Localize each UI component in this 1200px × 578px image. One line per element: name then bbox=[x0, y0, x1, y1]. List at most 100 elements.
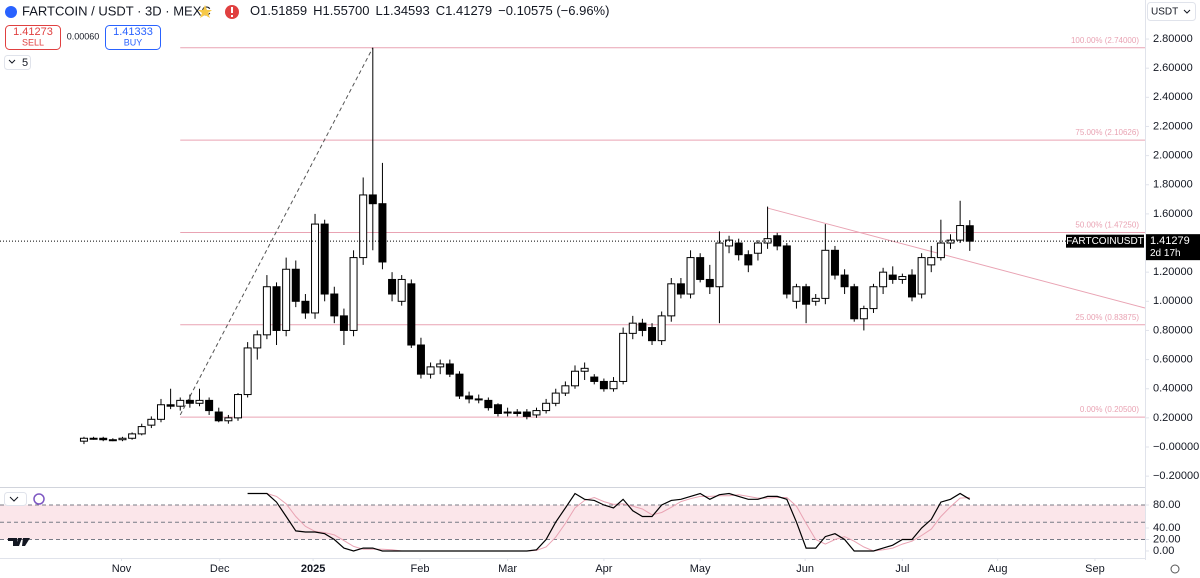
settings-icon[interactable] bbox=[33, 493, 45, 505]
candle-body bbox=[840, 274, 849, 288]
candle-body bbox=[388, 278, 397, 295]
candle-body bbox=[715, 242, 724, 288]
candle-body bbox=[580, 367, 589, 372]
y-tick-label: 2.80000 bbox=[1153, 33, 1193, 45]
ohlc-key: C bbox=[436, 3, 445, 18]
candle-body bbox=[753, 242, 762, 254]
indicators-toggle[interactable] bbox=[4, 55, 31, 70]
candle-body bbox=[917, 257, 926, 295]
fib-label: 100.00% (2.74000) bbox=[1071, 36, 1139, 45]
alert-mark bbox=[231, 7, 233, 13]
candle-body bbox=[936, 242, 945, 259]
alert-dot bbox=[231, 15, 233, 17]
change: −0.10575 (−6.96%) bbox=[498, 3, 609, 18]
favorite-icon[interactable] bbox=[198, 5, 212, 18]
candle-body bbox=[628, 322, 637, 334]
candle-body bbox=[89, 437, 98, 440]
candle-body bbox=[397, 278, 406, 302]
y-tick-label: −0.20000 bbox=[1153, 470, 1199, 482]
candle-body bbox=[782, 245, 791, 295]
candle-body bbox=[301, 300, 310, 314]
candle-body bbox=[436, 363, 445, 368]
candle-body bbox=[311, 223, 320, 314]
candle-body bbox=[147, 418, 156, 426]
fib-label: 25.00% (0.83875) bbox=[1075, 313, 1139, 322]
spread: 0.00060 bbox=[67, 31, 100, 41]
candle-body bbox=[349, 257, 358, 331]
buy-button[interactable] bbox=[105, 25, 161, 50]
buy-price: 1.41333 bbox=[113, 26, 153, 38]
x-tick-label: Sep bbox=[1085, 563, 1105, 575]
chevron bbox=[8, 59, 16, 64]
candle-body bbox=[879, 271, 888, 288]
candle-body bbox=[792, 286, 801, 302]
candle-body bbox=[272, 286, 281, 331]
fib-label: 50.00% (1.47250) bbox=[1075, 221, 1139, 230]
candle-body bbox=[859, 308, 868, 320]
y-tick-label: 0.40000 bbox=[1153, 383, 1193, 395]
candle-body bbox=[686, 257, 695, 295]
chevron bbox=[9, 496, 19, 502]
candle-body bbox=[137, 426, 146, 435]
ohlc-key: L bbox=[376, 3, 383, 18]
candle-body bbox=[927, 257, 936, 266]
y-tick-label: 2.60000 bbox=[1153, 62, 1193, 74]
candle-body bbox=[725, 239, 734, 247]
y-tick-label: −0.00000 bbox=[1153, 441, 1199, 453]
candle-body bbox=[416, 344, 425, 375]
buy-label: BUY bbox=[124, 37, 143, 47]
candle-body bbox=[79, 437, 88, 442]
y-tick-label: 0.60000 bbox=[1153, 353, 1193, 365]
y-tick-label: 2.00000 bbox=[1153, 150, 1193, 162]
candle-body bbox=[532, 410, 541, 416]
y-tick-label: 0.80000 bbox=[1153, 324, 1193, 336]
candle-body bbox=[118, 437, 127, 441]
trend-line bbox=[179, 47, 374, 416]
candle-body bbox=[657, 315, 666, 342]
candle-body bbox=[234, 394, 243, 419]
price-tag: FARTCOINUSDT 1.41279 2d 17h bbox=[1066, 234, 1200, 261]
x-tick-label: 2025 bbox=[301, 563, 325, 575]
candle-body bbox=[561, 385, 570, 394]
candle-body bbox=[907, 274, 916, 298]
candle-body bbox=[590, 376, 599, 382]
candle-body bbox=[522, 411, 531, 417]
settings-icon[interactable] bbox=[1170, 564, 1180, 574]
candle-body bbox=[128, 433, 137, 439]
candle-body bbox=[734, 242, 743, 256]
plot-area: 100.00% (2.74000) 75.00% (2.10626) 50.00% … bbox=[0, 36, 1146, 552]
x-tick-label: Apr bbox=[595, 563, 612, 575]
x-tick-label: Nov bbox=[112, 563, 132, 575]
candle-body bbox=[609, 380, 618, 390]
candle-body bbox=[426, 366, 435, 375]
ohlc-key: O bbox=[250, 3, 260, 18]
indicator-line bbox=[247, 492, 971, 552]
sell-button[interactable] bbox=[5, 25, 61, 50]
currency-selector[interactable] bbox=[1147, 2, 1196, 21]
candle-body bbox=[705, 278, 714, 288]
symbol-logo[interactable] bbox=[5, 6, 17, 18]
symbol-title[interactable]: FARTCOIN / USDT · 3D · MEXC bbox=[22, 3, 211, 18]
candle-body bbox=[513, 411, 522, 414]
candle-body bbox=[599, 380, 608, 390]
candle-body bbox=[282, 268, 291, 331]
x-tick-label: Feb bbox=[411, 563, 430, 575]
candle-body bbox=[821, 249, 830, 299]
candle-body bbox=[493, 404, 502, 414]
ohlc-value: 1.41279 bbox=[445, 3, 492, 18]
candle-body bbox=[811, 297, 820, 302]
price-tag-countdown: 2d 17h bbox=[1150, 248, 1181, 259]
x-tick-label: Jul bbox=[895, 563, 909, 575]
candle-body bbox=[802, 286, 811, 305]
brand-logo bbox=[8, 538, 30, 546]
candle-body bbox=[455, 373, 464, 397]
y-tick-label: 1.00000 bbox=[1153, 295, 1193, 307]
candle-body bbox=[676, 283, 685, 295]
candle-body bbox=[185, 399, 194, 404]
fib-label: 75.00% (2.10626) bbox=[1075, 128, 1139, 137]
candle-body bbox=[898, 276, 907, 280]
x-tick-label: Dec bbox=[210, 563, 230, 575]
candle-body bbox=[224, 417, 233, 422]
ohlc-key: H bbox=[313, 3, 322, 18]
